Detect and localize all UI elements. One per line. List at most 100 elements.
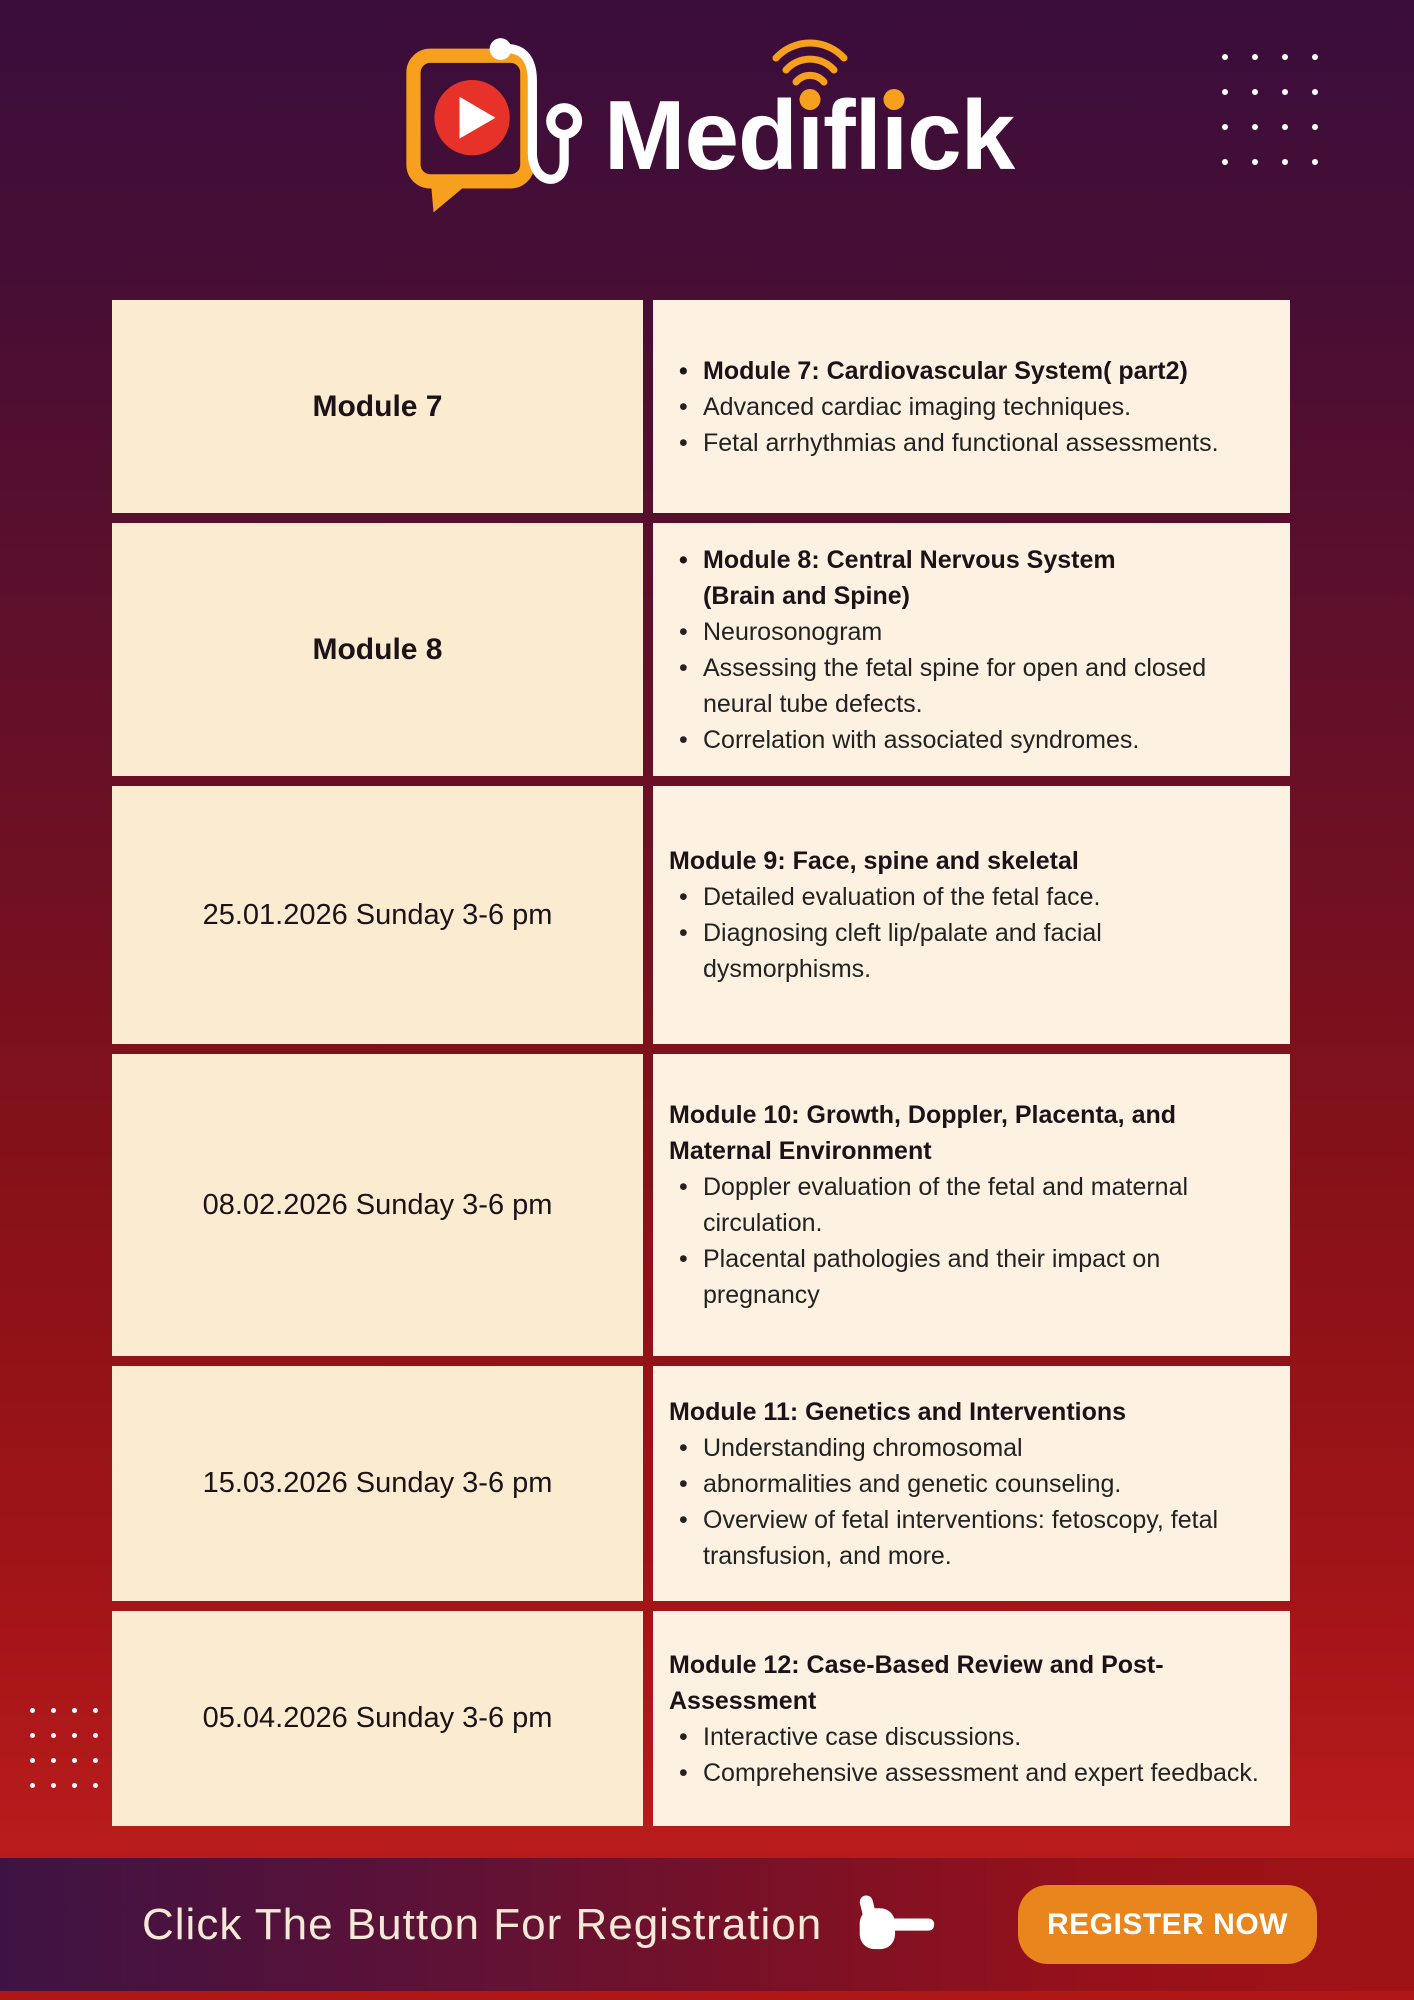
dot-decoration xyxy=(1222,89,1228,95)
dot-decoration xyxy=(30,1783,35,1788)
cta-text: Click The Button For Registration xyxy=(142,1899,823,1949)
table-row: 05.04.2026 Sunday 3-6 pm Module 12: Case… xyxy=(112,1611,1290,1826)
module-bullet: Fetal arrhythmias and functional assessm… xyxy=(669,425,1262,461)
module-bullet: Diagnosing cleft lip/palate and facial d… xyxy=(669,915,1262,987)
dot-decoration xyxy=(72,1783,77,1788)
module-bullet-list: Doppler evaluation of the fetal and mate… xyxy=(669,1169,1262,1313)
module-detail-cell: Module 8: Central Nervous System (Brain … xyxy=(653,523,1290,776)
dot-decoration xyxy=(1252,159,1258,165)
wordmark-segment: Med xyxy=(603,80,798,190)
module-bullet-list: Detailed evaluation of the fetal face.Di… xyxy=(669,879,1262,987)
dot-decoration xyxy=(51,1758,56,1763)
table-row: 08.02.2026 Sunday 3-6 pm Module 10: Grow… xyxy=(112,1054,1290,1356)
module-bullet: Placental pathologies and their impact o… xyxy=(669,1241,1262,1313)
dot-decoration xyxy=(93,1758,98,1763)
dot-decoration xyxy=(30,1708,35,1713)
wordmark-segment: ck xyxy=(907,80,1015,190)
dot-decoration xyxy=(93,1708,98,1713)
dot-decoration xyxy=(93,1733,98,1738)
module-detail-cell: Module 11: Genetics and Interventions Un… xyxy=(653,1366,1290,1601)
dot-grid-decoration-top-right xyxy=(1222,54,1318,165)
brand-wordmark: Med ı fl ı ck xyxy=(603,39,1015,190)
stethoscope-earpiece xyxy=(489,38,512,60)
module-bullet: Understanding chromosomal xyxy=(669,1430,1262,1466)
dot-decoration xyxy=(1282,124,1288,130)
module-bullet: Comprehensive assessment and expert feed… xyxy=(669,1755,1262,1791)
module-heading: Module 10: Growth, Doppler, Placenta, an… xyxy=(669,1101,1177,1165)
table-row: 25.01.2026 Sunday 3-6 pm Module 9: Face,… xyxy=(112,786,1290,1044)
dot-decoration xyxy=(1252,54,1258,60)
module-label-cell: Module 8 xyxy=(112,523,643,776)
register-now-button[interactable]: REGISTER NOW xyxy=(1018,1885,1317,1964)
module-bullet: abnormalities and genetic counseling. xyxy=(669,1466,1262,1502)
dot-decoration xyxy=(1282,89,1288,95)
module-label: Module 8 xyxy=(312,632,443,666)
module-detail-cell: Module 9: Face, spine and skeletal Detai… xyxy=(653,786,1290,1044)
brand-logo: Med ı fl ı ck xyxy=(0,34,1414,214)
dot-decoration xyxy=(1312,54,1318,60)
module-heading: Module 12: Case-Based Review and Post- A… xyxy=(669,1650,1164,1715)
module-bullet-list: Module 7: Cardiovascular System( part2)A… xyxy=(669,353,1262,461)
wordmark-i-first: ı xyxy=(772,39,848,184)
i-dot-icon xyxy=(883,89,905,110)
table-row: Module 7 Module 7: Cardiovascular System… xyxy=(112,300,1290,513)
dot-decoration xyxy=(1282,159,1288,165)
i-dot-icon xyxy=(799,89,821,110)
mediflick-logo-icon xyxy=(406,38,582,213)
module-bullet-list: Module 8: Central Nervous System (Brain … xyxy=(669,542,1262,758)
module-bullet: Assessing the fetal spine for open and c… xyxy=(669,650,1262,722)
dot-decoration xyxy=(1312,89,1318,95)
dot-decoration xyxy=(72,1758,77,1763)
module-bullet: Overview of fetal interventions: fetosco… xyxy=(669,1502,1262,1574)
dot-decoration xyxy=(1252,124,1258,130)
wifi-icon xyxy=(772,39,848,86)
module-label-cell: 15.03.2026 Sunday 3-6 pm xyxy=(112,1366,643,1601)
module-label: 15.03.2026 Sunday 3-6 pm xyxy=(202,1467,553,1499)
chat-bubble-tail xyxy=(430,174,479,213)
dot-decoration xyxy=(1312,124,1318,130)
dot-grid-decoration-bottom-left xyxy=(30,1708,98,1788)
module-label-cell: 25.01.2026 Sunday 3-6 pm xyxy=(112,786,643,1044)
dot-decoration xyxy=(72,1733,77,1738)
pointing-hand-icon xyxy=(859,1894,935,1949)
dot-decoration xyxy=(1252,89,1258,95)
module-heading: Module 11: Genetics and Interventions xyxy=(669,1397,1127,1426)
module-heading: Module 8: Central Nervous System (Brain … xyxy=(669,542,1262,614)
module-detail-cell: Module 10: Growth, Doppler, Placenta, an… xyxy=(653,1054,1290,1356)
module-bullet-list: Interactive case discussions.Comprehensi… xyxy=(669,1719,1262,1791)
module-label-cell: 05.04.2026 Sunday 3-6 pm xyxy=(112,1611,643,1826)
module-label: Module 7 xyxy=(312,389,443,423)
dot-decoration xyxy=(1282,54,1288,60)
module-bullet: Doppler evaluation of the fetal and mate… xyxy=(669,1169,1262,1241)
module-detail-cell: Module 7: Cardiovascular System( part2)A… xyxy=(653,300,1290,513)
module-bullet: Advanced cardiac imaging techniques. xyxy=(669,389,1262,425)
table-row: Module 8 Module 8: Central Nervous Syste… xyxy=(112,523,1290,776)
dot-decoration xyxy=(72,1708,77,1713)
dot-decoration xyxy=(30,1758,35,1763)
dot-decoration xyxy=(51,1783,56,1788)
wordmark-segment: fl xyxy=(823,80,882,190)
module-label: 05.04.2026 Sunday 3-6 pm xyxy=(202,1702,553,1734)
module-bullet: Correlation with associated syndromes. xyxy=(669,722,1262,758)
module-bullet: Neurosonogram xyxy=(669,614,1262,650)
module-label: 08.02.2026 Sunday 3-6 pm xyxy=(202,1188,553,1221)
stethoscope-icon xyxy=(495,44,582,184)
module-bullet-list: Understanding chromosomalabnormalities a… xyxy=(669,1430,1262,1574)
module-bullet: Interactive case discussions. xyxy=(669,1719,1262,1755)
module-heading: Module 7: Cardiovascular System( part2) xyxy=(669,353,1262,389)
dot-decoration xyxy=(30,1733,35,1738)
module-label: 25.01.2026 Sunday 3-6 pm xyxy=(202,898,553,931)
module-label-cell: 08.02.2026 Sunday 3-6 pm xyxy=(112,1054,643,1356)
schedule-table: Module 7 Module 7: Cardiovascular System… xyxy=(112,300,1290,1826)
table-row: 15.03.2026 Sunday 3-6 pm Module 11: Gene… xyxy=(112,1366,1290,1601)
wordmark-i-second: ı xyxy=(881,86,908,184)
module-bullet: Detailed evaluation of the fetal face. xyxy=(669,879,1262,915)
dot-decoration xyxy=(1222,124,1228,130)
module-detail-cell: Module 12: Case-Based Review and Post- A… xyxy=(653,1611,1290,1826)
module-label-cell: Module 7 xyxy=(112,300,643,513)
dot-decoration xyxy=(93,1783,98,1788)
module-heading: Module 9: Face, spine and skeletal xyxy=(669,847,1079,875)
dot-decoration xyxy=(1222,54,1228,60)
dot-decoration xyxy=(51,1708,56,1713)
play-icon xyxy=(459,96,496,139)
